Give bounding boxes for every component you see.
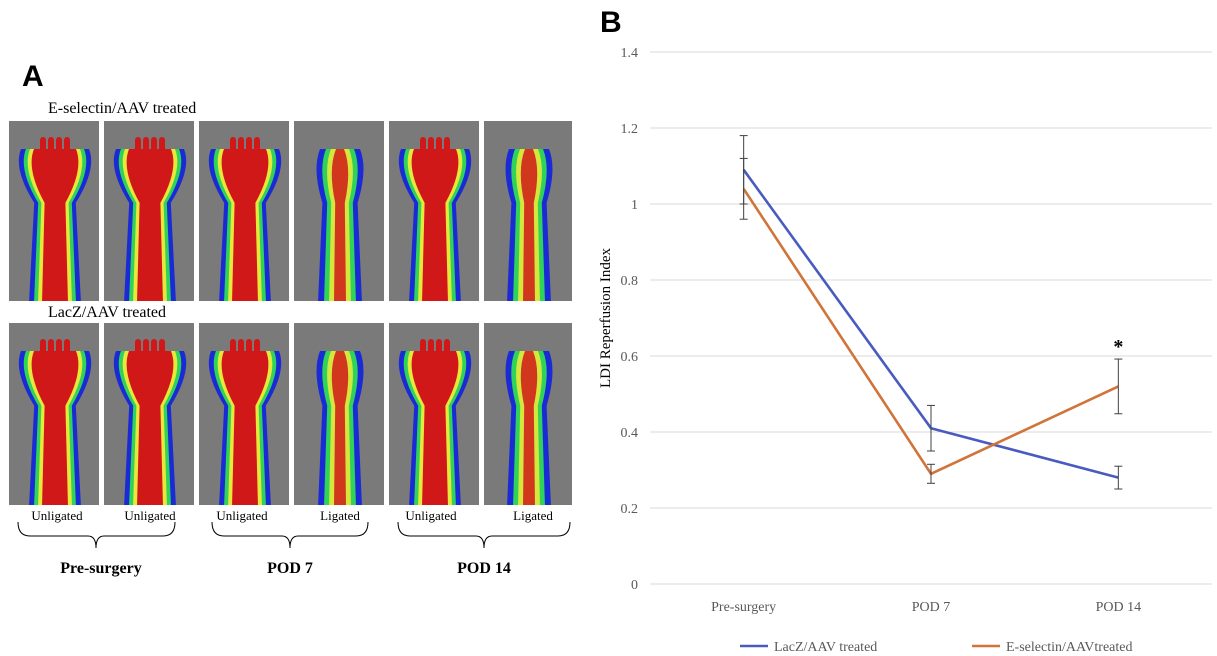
group-label-pod14: POD 14 (457, 560, 511, 577)
ldi-image-r1-c3 (198, 120, 290, 302)
panel-a: A E-selectin/AAV treated LacZ/AAV treate… (0, 0, 600, 656)
significance-marker: * (1113, 336, 1123, 358)
y-tick-label: 0.6 (621, 350, 639, 365)
x-tick-label: POD 14 (1096, 600, 1142, 615)
ldi-image-r2-c3 (198, 322, 290, 506)
row1-title: E-selectin/AAV treated (48, 100, 197, 117)
x-tick-label: Pre-surgery (711, 600, 776, 615)
legend-label: LacZ/AAV treated (774, 640, 877, 655)
row2-title: LacZ/AAV treated (48, 304, 167, 321)
y-tick-label: 0.8 (621, 274, 639, 289)
image-label-6: Ligated (513, 508, 553, 523)
ldi-image-r1-c4 (293, 120, 385, 302)
ldi-image-r2-c4 (293, 322, 385, 506)
y-tick-label: 1.2 (621, 122, 639, 137)
ldi-image-r2-c2 (103, 322, 195, 506)
panel-a-letter: A (22, 60, 44, 93)
ldi-image-r1-c2 (103, 120, 195, 302)
y-tick-label: 1 (631, 198, 638, 213)
ldi-image-r1-c5 (388, 120, 480, 302)
y-tick-label: 0.2 (621, 502, 639, 517)
image-label-4: Ligated (320, 508, 360, 523)
ldi-image-r2-c5 (388, 322, 480, 506)
panel-b-letter: B (600, 6, 622, 39)
ldi-image-r2-c1 (8, 322, 100, 506)
y-tick-label: 0.4 (621, 426, 639, 441)
ldi-image-r2-c6 (483, 322, 573, 506)
group-braces (17, 521, 571, 549)
y-tick-label: 0 (631, 578, 638, 593)
line-chart: 0 0.2 0.4 0.6 0.8 1 1.2 1.4 Pre-surgery POD 7 POD … (598, 46, 1212, 655)
image-label-3: Unligated (216, 508, 268, 523)
ldi-image-r1-c6 (483, 120, 573, 302)
y-axis-label: LDI Reperfusion Index (598, 248, 614, 388)
legend-label: E-selectin/AAVtreated (1006, 640, 1132, 655)
ldi-image-r1-c1 (8, 120, 100, 302)
y-tick-label: 1.4 (621, 46, 639, 61)
x-tick-label: POD 7 (912, 600, 951, 615)
image-label-2: Unligated (124, 508, 176, 523)
group-label-pod7: POD 7 (267, 560, 313, 577)
image-label-1: Unligated (31, 508, 83, 523)
group-label-pre-surgery: Pre-surgery (60, 560, 142, 577)
image-label-5: Unligated (405, 508, 457, 523)
